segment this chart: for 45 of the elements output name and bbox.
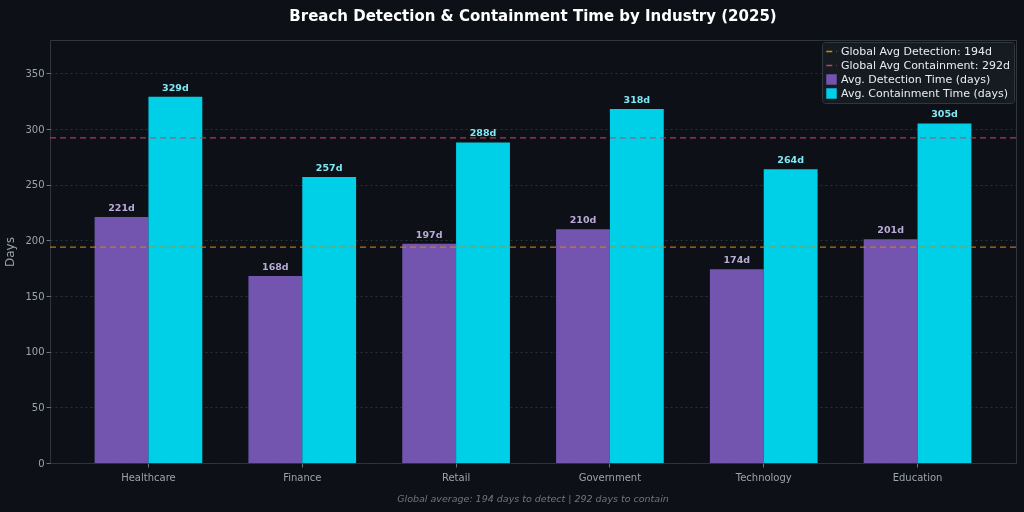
x-tick-label: Government xyxy=(578,471,642,483)
data-label: 210d xyxy=(569,214,597,226)
data-label: 257d xyxy=(315,161,343,173)
bar xyxy=(917,123,972,463)
x-tick-label: Healthcare xyxy=(121,471,176,483)
data-label: 197d xyxy=(415,228,443,240)
x-tick-label: Education xyxy=(892,471,943,483)
bar xyxy=(248,275,303,463)
chart-title: Breach Detection & Containment Time by Industry (2025) xyxy=(289,7,777,25)
y-tick-label: 250 xyxy=(25,179,45,191)
data-label: 174d xyxy=(723,254,751,266)
data-label: 201d xyxy=(877,224,904,236)
x-tick-label: Retail xyxy=(441,471,471,483)
y-tick-label: 350 xyxy=(25,67,45,79)
text: Global average: 194 days to detect | 292 days to contain xyxy=(397,493,669,504)
bar xyxy=(94,216,149,463)
bar xyxy=(148,96,203,463)
bar xyxy=(456,142,510,463)
y-tick-label: 150 xyxy=(25,290,45,302)
data-label: 318d xyxy=(623,94,651,106)
data-label: 168d xyxy=(262,260,289,272)
legend-label: Global Avg Detection: 194d xyxy=(841,44,993,58)
data-label: 329d xyxy=(162,81,189,93)
bar xyxy=(302,176,357,463)
y-tick-label: 0 xyxy=(38,457,45,469)
legend-label: Global Avg Containment: 292d xyxy=(841,58,1010,72)
bar xyxy=(556,229,610,463)
y-axis-title: Days xyxy=(3,237,18,267)
bar xyxy=(763,169,818,463)
y-tick-label: 300 xyxy=(25,123,45,135)
data-label: 221d xyxy=(108,201,135,213)
x-tick-label: Finance xyxy=(283,471,322,483)
bar xyxy=(402,243,457,463)
bar xyxy=(863,239,918,463)
data-label: 288d xyxy=(469,127,497,139)
x-tick-label: Technology xyxy=(734,471,792,483)
y-tick-label: 100 xyxy=(25,346,45,358)
bar xyxy=(609,109,664,463)
legend-label: Avg. Detection Time (days) xyxy=(841,72,991,86)
y-tick-label: 200 xyxy=(25,234,45,246)
legend-label: Avg. Containment Time (days) xyxy=(841,86,1009,100)
bar xyxy=(709,269,764,463)
data-label: 264d xyxy=(777,154,804,166)
data-label: 305d xyxy=(931,108,958,120)
y-tick-label: 50 xyxy=(31,401,45,413)
